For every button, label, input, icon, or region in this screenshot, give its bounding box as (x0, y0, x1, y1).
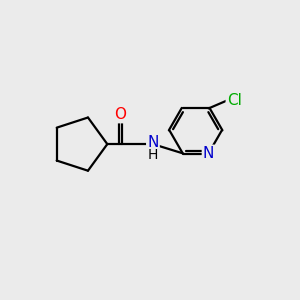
Text: Cl: Cl (227, 93, 242, 108)
Text: N: N (147, 135, 159, 150)
Text: N: N (203, 146, 214, 161)
Text: H: H (148, 148, 158, 162)
Text: O: O (115, 107, 127, 122)
